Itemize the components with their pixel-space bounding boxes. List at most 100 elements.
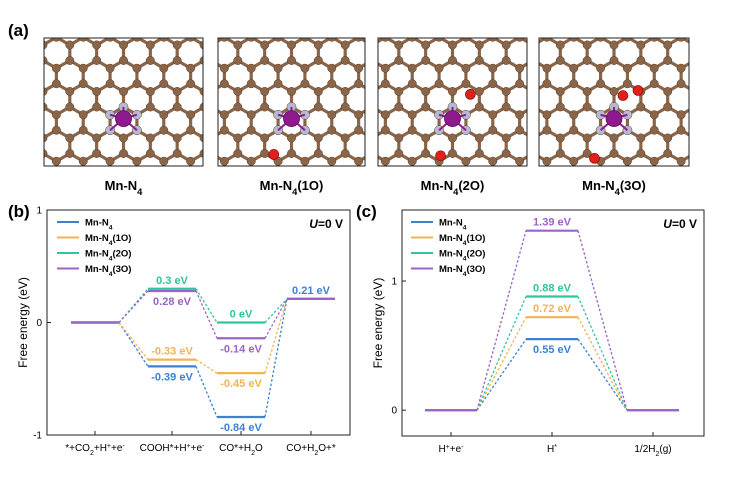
carbon-atom xyxy=(474,56,484,65)
carbon-atom xyxy=(78,79,88,89)
carbon-atom xyxy=(569,156,579,166)
carbon-atom xyxy=(582,40,592,50)
carbon-atom xyxy=(78,125,88,135)
carbon-atom xyxy=(44,56,48,65)
connector xyxy=(476,316,527,411)
carbon-atom xyxy=(92,102,102,112)
carbon-atom xyxy=(105,38,115,42)
data-label: -0.14 eV xyxy=(220,343,262,355)
carbon-atom xyxy=(287,149,296,158)
carbon-atom xyxy=(78,156,88,166)
manganese-atom xyxy=(283,110,300,128)
carbon-atom xyxy=(488,63,498,73)
carbon-atom xyxy=(676,63,686,73)
carbon-atom xyxy=(609,56,619,65)
carbon-atom xyxy=(44,40,48,50)
connector xyxy=(118,322,149,367)
carbon-atom xyxy=(515,110,525,120)
carbon-atom xyxy=(596,79,606,89)
carbon-atom xyxy=(340,56,350,65)
carbon-atom xyxy=(52,38,61,42)
carbon-atom xyxy=(199,87,203,96)
carbon-atom xyxy=(119,87,128,96)
carbon-atom xyxy=(51,156,61,166)
carbon-atom xyxy=(488,110,498,120)
carbon-atom xyxy=(582,87,592,96)
carbon-atom xyxy=(380,63,390,73)
carbon-atom xyxy=(622,63,632,73)
data-label: 0.55 eV xyxy=(533,344,572,356)
carbon-atom xyxy=(354,38,363,42)
carbon-atom xyxy=(609,133,619,143)
structure-frame xyxy=(217,37,366,167)
carbon-atom xyxy=(421,87,431,96)
carbon-atom xyxy=(354,79,364,89)
carbon-atom xyxy=(44,102,48,112)
carbon-atom xyxy=(609,40,619,50)
carbon-atom xyxy=(569,125,579,135)
connector xyxy=(118,290,149,323)
carbon-atom xyxy=(555,102,565,112)
carbon-atom xyxy=(313,133,323,143)
carbon-atom xyxy=(78,63,88,73)
carbon-atom xyxy=(448,40,457,50)
carbon-atom xyxy=(327,110,337,120)
carbon-atom xyxy=(119,149,128,158)
carbon-atom xyxy=(569,63,579,73)
carbon-atom xyxy=(172,56,182,65)
carbon-atom xyxy=(172,40,182,50)
carbon-atom xyxy=(199,133,203,143)
data-label: -0.45 eV xyxy=(220,378,262,390)
carbon-atom xyxy=(529,56,537,64)
structure-frame xyxy=(43,37,204,167)
x-category-label: 1/2H2(g) xyxy=(634,444,671,458)
carbon-atom xyxy=(340,133,350,143)
carbon-atom xyxy=(488,125,498,135)
carbon-atom xyxy=(260,102,270,112)
y-tick-label: 0 xyxy=(391,406,397,417)
connector xyxy=(264,298,288,339)
carbon-atom xyxy=(368,56,376,64)
carbon-atom xyxy=(622,156,632,166)
carbon-atom xyxy=(569,79,579,89)
manganese-atom xyxy=(115,110,132,128)
carbon-atom xyxy=(51,79,61,89)
carbon-atom xyxy=(354,110,364,120)
carbon-atom xyxy=(515,156,525,166)
structure-2: Mn-N4(2O) xyxy=(368,37,537,197)
carbon-atom xyxy=(690,149,698,157)
carbon-atom xyxy=(92,133,102,143)
carbon-atom xyxy=(555,133,565,143)
connector xyxy=(264,298,288,418)
carbon-atom xyxy=(636,133,646,143)
carbon-atom xyxy=(461,79,471,89)
carbon-atom xyxy=(354,156,364,166)
carbon-atom xyxy=(501,87,511,96)
carbon-atom xyxy=(233,133,243,143)
carbon-atom xyxy=(596,63,606,73)
connector xyxy=(195,359,218,374)
connector xyxy=(577,230,628,411)
structure-frame xyxy=(377,37,528,167)
carbon-atom xyxy=(394,133,404,143)
carbon-atom xyxy=(219,125,229,135)
x-category-label: CO+H2O+* xyxy=(286,443,336,457)
carbon-atom xyxy=(246,63,256,73)
carbon-atom xyxy=(542,38,552,42)
carbon-atom xyxy=(105,63,115,73)
carbon-atom xyxy=(65,102,75,112)
carbon-atom xyxy=(327,38,337,42)
carbon-atom xyxy=(690,87,698,95)
carbon-atom xyxy=(132,63,142,73)
carbon-atom xyxy=(421,149,431,158)
carbon-atom xyxy=(368,87,376,95)
data-label: -0.84 eV xyxy=(220,422,262,434)
carbon-atom xyxy=(246,38,256,42)
carbon-atom xyxy=(287,40,296,50)
carbon-atom xyxy=(676,79,686,89)
carbon-atom xyxy=(233,40,243,50)
panel-a-label: (a) xyxy=(8,21,29,40)
connector xyxy=(577,316,628,411)
carbon-atom xyxy=(649,125,659,135)
